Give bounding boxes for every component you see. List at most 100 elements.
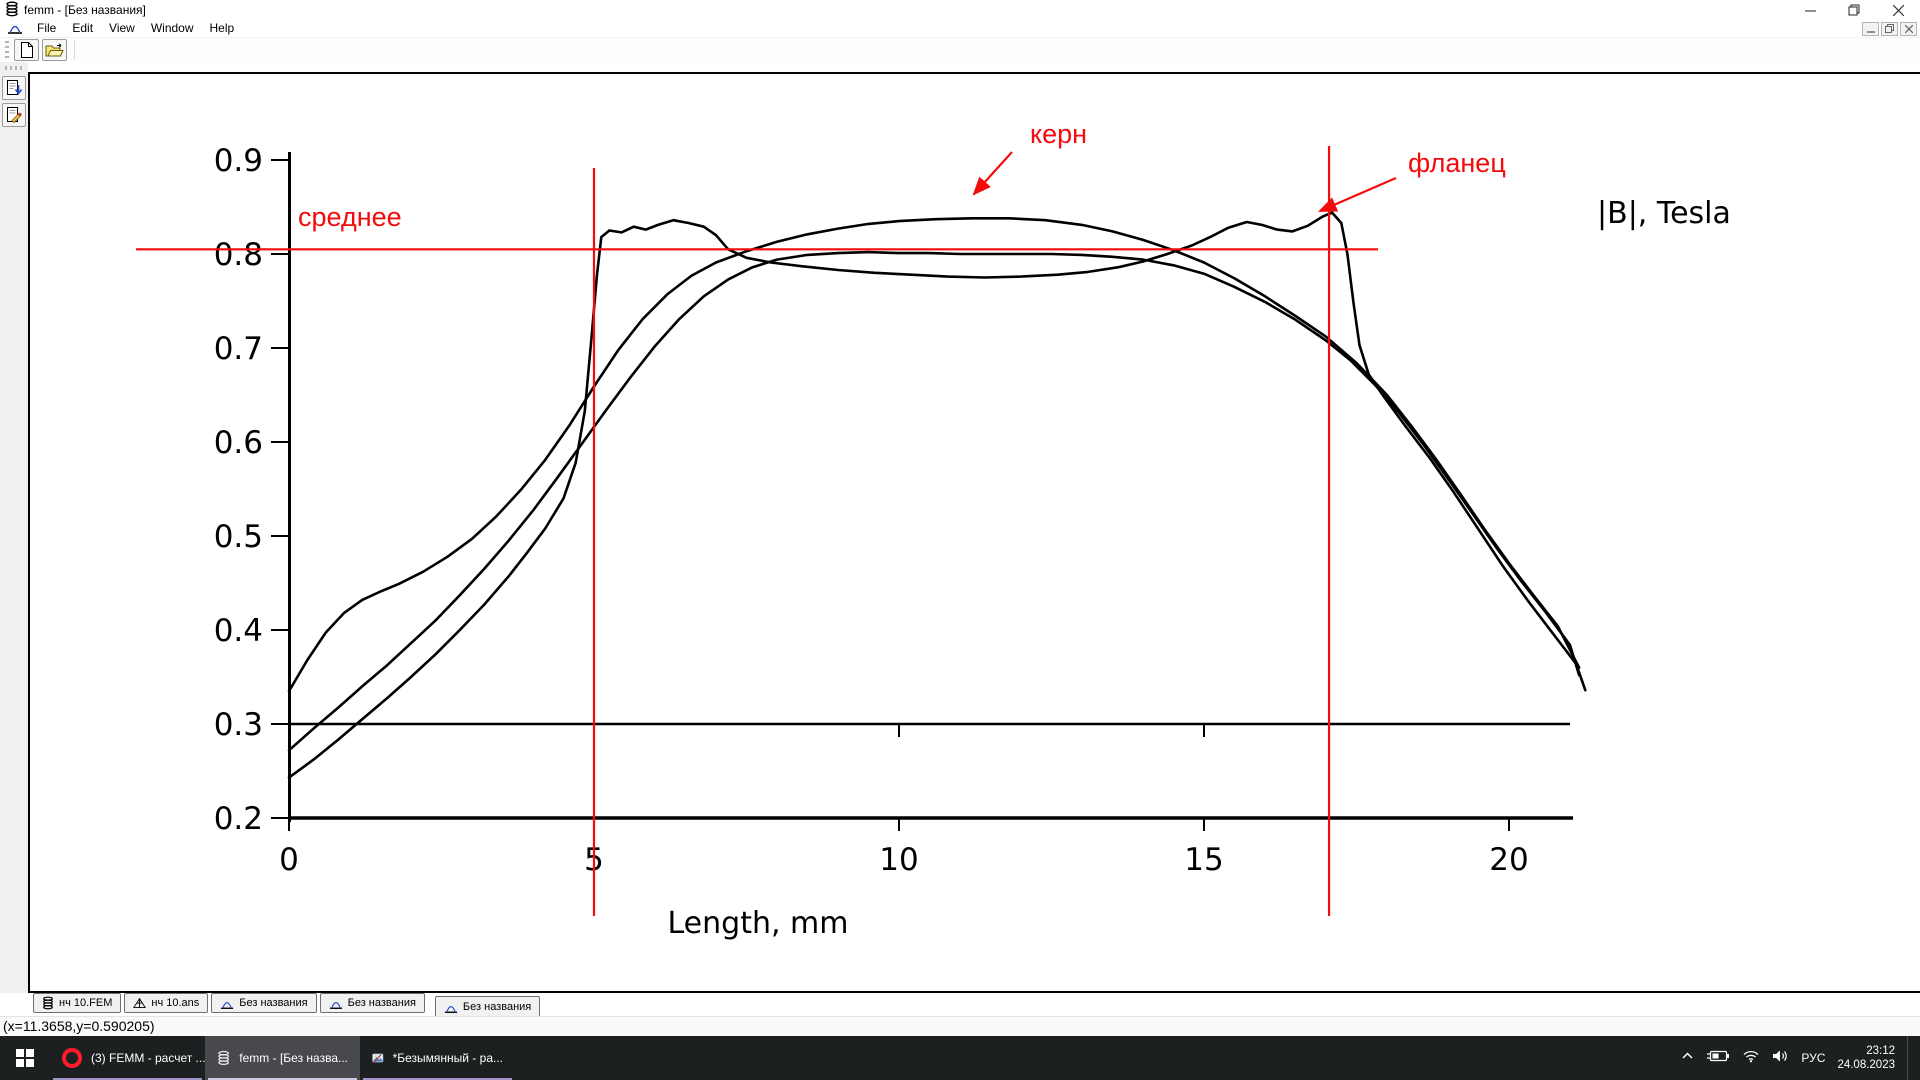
taskbar-item-label: *Безымянный - ра... — [392, 1051, 503, 1065]
start-button[interactable] — [0, 1036, 50, 1080]
side-toolbar — [0, 62, 28, 993]
tab-ans-file[interactable]: нч 10.ans — [124, 993, 209, 1013]
close-button[interactable] — [1876, 0, 1920, 20]
mdi-minimize-button[interactable] — [1862, 21, 1879, 36]
taskbar-item-paint[interactable]: *Безымянный - ра... — [360, 1036, 515, 1080]
curve-2 — [287, 211, 1587, 779]
y-tick-label: 0.6 — [214, 425, 263, 461]
curve-0 — [287, 217, 1581, 693]
femm-spring-icon — [218, 1050, 230, 1065]
x-tick-label: 20 — [1489, 842, 1528, 878]
x-tick-label: 15 — [1184, 842, 1223, 878]
volume-icon[interactable] — [1772, 1049, 1789, 1068]
tab-label: Без названия — [347, 997, 416, 1009]
mdi-window-controls — [1862, 21, 1920, 36]
y-axis-title: |B|, Tesla — [1597, 196, 1731, 231]
y-tick-label: 0.7 — [214, 331, 263, 367]
menu-file[interactable]: File — [37, 21, 57, 35]
restore-button[interactable] — [1832, 0, 1876, 20]
taskbar: (3) FEMM - расчет ... femm - [Без назва.… — [0, 1036, 1920, 1080]
side-toolbar-grip[interactable] — [5, 66, 23, 70]
toolbar-separator — [74, 40, 75, 60]
cursor-coordinates: (x=11.3658,y=0.590205) — [3, 1018, 155, 1034]
titlebar: femm - [Без названия] — [0, 0, 1920, 20]
paint-icon — [372, 1053, 384, 1063]
taskbar-item-label: femm - [Без назва... — [239, 1051, 348, 1065]
plot-output-icon — [6, 80, 22, 95]
plot-frame: 0.9 0.8 0.7 0.6 0.5 0.4 0.3 0.2 0 5 10 15 20 Length, … — [28, 72, 1920, 993]
y-tick-label: 0.3 — [214, 707, 263, 743]
edit-document-icon — [6, 107, 22, 124]
toolbar-grip[interactable] — [5, 41, 9, 59]
mean-label: среднее — [298, 202, 402, 232]
clock-date: 24.08.2023 — [1837, 1059, 1895, 1071]
new-document-button[interactable] — [14, 39, 39, 61]
tab-label: нч 10.ans — [151, 997, 200, 1009]
edit-document-button[interactable] — [2, 103, 26, 127]
language-indicator[interactable]: РУС — [1801, 1051, 1826, 1065]
wifi-icon[interactable] — [1742, 1049, 1760, 1068]
y-tick-label: 0.8 — [214, 237, 263, 273]
document-tabs: нч 10.FEM нч 10.ans Без названия Без наз… — [0, 993, 1920, 1018]
open-file-button[interactable] — [42, 39, 67, 61]
femm-spring-icon — [43, 996, 53, 1010]
new-document-icon — [20, 42, 33, 58]
toolbar — [0, 38, 1920, 62]
x-axis-title: Length, mm — [668, 906, 849, 941]
x-tick-label: 10 — [879, 842, 918, 878]
taskbar-item-femm[interactable]: femm - [Без назва... — [205, 1036, 360, 1080]
kern-label-arrow — [972, 151, 1013, 196]
menu-help[interactable]: Help — [209, 21, 235, 35]
plot-output-button[interactable] — [2, 76, 26, 100]
menu-window[interactable]: Window — [150, 21, 194, 35]
y-tick-label: 0.9 — [214, 143, 263, 179]
y-tick-label: 0.5 — [214, 519, 263, 555]
windows-logo-icon — [16, 1049, 34, 1067]
menubar: File Edit View Window Help — [0, 20, 1920, 38]
tab-fem-file[interactable]: нч 10.FEM — [33, 993, 122, 1013]
taskbar-item-opera[interactable]: (3) FEMM - расчет ... — [50, 1036, 205, 1080]
opera-icon — [62, 1048, 82, 1068]
open-folder-icon — [45, 43, 64, 57]
plot-canvas[interactable]: 0.90.80.70.60.50.40.30.20 5 10 15 20Length, … — [30, 74, 1920, 991]
y-tick-label: 0.2 — [214, 801, 263, 837]
femm-app-icon — [5, 1, 19, 20]
plot-window: 0.9 0.8 0.7 0.6 0.5 0.4 0.3 0.2 0 5 10 15 20 Length, … — [28, 62, 1920, 993]
mdi-close-button[interactable] — [1900, 21, 1917, 36]
y-tick-label: 0.4 — [214, 613, 263, 649]
mesh-icon — [133, 997, 147, 1008]
x-tick-label: 0 — [279, 842, 299, 878]
mdi-restore-button[interactable] — [1881, 21, 1898, 36]
window-controls — [1788, 0, 1920, 20]
window-title: femm - [Без названия] — [24, 3, 146, 17]
tab-untitled-2[interactable]: Без названия — [319, 993, 425, 1013]
plot-doc-icon — [7, 20, 23, 38]
menu-edit[interactable]: Edit — [72, 21, 94, 35]
curve-1 — [287, 250, 1581, 752]
tab-untitled-3-active[interactable]: Без названия — [434, 996, 541, 1018]
taskbar-item-label: (3) FEMM - расчет ... — [91, 1051, 205, 1065]
system-tray: РУС 23:12 24.08.2023 — [1681, 1036, 1920, 1080]
tab-label: Без названия — [239, 997, 308, 1009]
plot-arch-icon — [329, 1001, 342, 1009]
tab-label: нч 10.FEM — [59, 997, 113, 1009]
plot-arch-icon — [221, 1001, 234, 1009]
taskbar-underline — [208, 1078, 357, 1080]
tray-chevron-up-icon[interactable] — [1681, 1049, 1694, 1067]
menu-view[interactable]: View — [109, 21, 135, 35]
statusbar: (x=11.3658,y=0.590205) — [0, 1016, 1920, 1036]
flange-label-arrow — [1317, 176, 1397, 213]
show-desktop-button[interactable] — [1907, 1036, 1912, 1080]
tab-untitled-1[interactable]: Без названия — [211, 993, 317, 1013]
clock[interactable]: 23:12 24.08.2023 — [1837, 1044, 1895, 1072]
kern-label: керн — [1030, 119, 1087, 149]
plot-arch-icon — [444, 1005, 457, 1013]
battery-icon[interactable] — [1706, 1049, 1730, 1068]
taskbar-underline — [53, 1078, 202, 1080]
clock-time: 23:12 — [1866, 1045, 1895, 1057]
tab-label: Без названия — [462, 1001, 532, 1013]
taskbar-underline — [363, 1078, 512, 1080]
flange-label: фланец — [1408, 148, 1506, 178]
minimize-button[interactable] — [1788, 0, 1832, 20]
